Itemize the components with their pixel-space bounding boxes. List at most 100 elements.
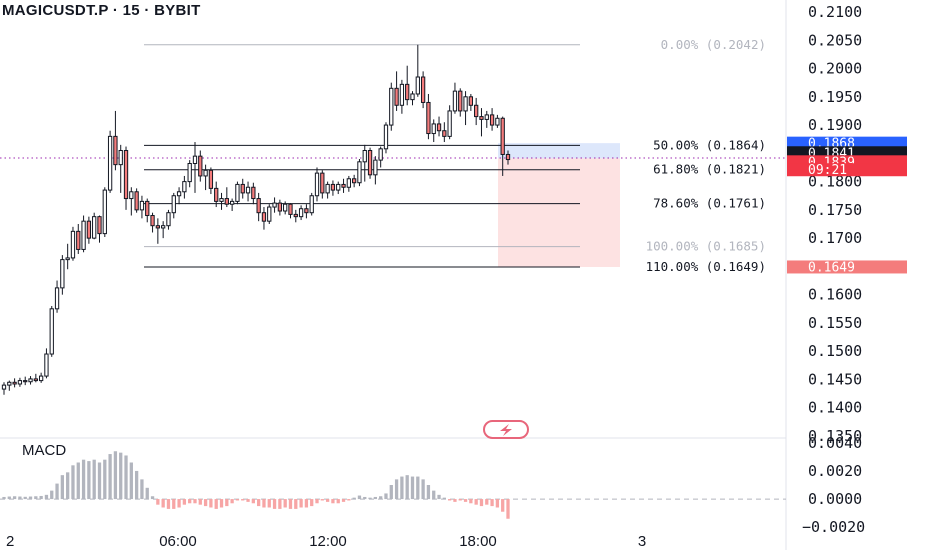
bearish-candle xyxy=(134,188,139,213)
macd-histogram-bar xyxy=(140,479,144,500)
price-tick-label: 0.1900 xyxy=(808,116,862,134)
macd-histogram-bar xyxy=(294,499,298,509)
candle-body xyxy=(171,195,176,214)
macd-histogram-bar xyxy=(421,479,425,500)
macd-tick-label: −0.0020 xyxy=(802,518,865,536)
bearish-candle xyxy=(261,207,267,230)
candle-body xyxy=(134,191,139,211)
candle-body xyxy=(394,87,399,106)
candle-body xyxy=(362,150,367,163)
candle-body xyxy=(81,220,86,250)
macd-histogram-bar xyxy=(474,499,478,505)
candle-body xyxy=(352,178,357,184)
bullish-candle xyxy=(219,192,224,210)
bearish-candle xyxy=(320,170,325,199)
bearish-candle xyxy=(97,215,102,243)
macd-histogram-bar xyxy=(379,496,383,500)
bullish-candle xyxy=(362,144,367,182)
candle-body xyxy=(92,216,97,239)
bearish-candle xyxy=(23,376,28,386)
time-tick-label: 12:00 xyxy=(309,533,347,550)
bearish-candle xyxy=(76,224,81,254)
candle-body xyxy=(288,203,293,215)
price-tick-label: 0.1450 xyxy=(808,370,862,388)
price-tick-label: 0.1350 xyxy=(808,427,862,445)
bullish-candle xyxy=(70,226,76,261)
bullish-candle xyxy=(1,382,7,395)
candle-body xyxy=(256,198,261,214)
fib-label: 78.60% (0.1761) xyxy=(653,196,766,211)
macd-histogram-bar xyxy=(12,496,17,500)
time-tick-label: 3 xyxy=(638,533,646,550)
bearish-candle xyxy=(256,192,261,222)
bearish-candle xyxy=(489,108,495,131)
candle-body xyxy=(336,183,341,191)
candle-body xyxy=(431,123,436,135)
bullish-candle xyxy=(447,105,452,140)
candle-body xyxy=(330,183,336,191)
bearish-candle xyxy=(367,147,373,179)
candle-body xyxy=(399,83,405,106)
macd-histogram-bar xyxy=(283,499,287,508)
macd-histogram-bar xyxy=(161,499,165,508)
macd-histogram-bar xyxy=(432,490,436,500)
macd-histogram-bar xyxy=(145,487,149,500)
macd-histogram-bar xyxy=(394,479,399,500)
candle-body xyxy=(182,181,187,193)
bullish-candle xyxy=(346,175,351,192)
macd-histogram-bar xyxy=(108,454,112,500)
chart-title: MAGICUSDT.P · 15 · BYBIT xyxy=(2,2,201,19)
bearish-candle xyxy=(198,150,203,182)
macd-histogram-bar xyxy=(257,499,261,507)
bullish-candle xyxy=(373,156,378,185)
macd-histogram-bar xyxy=(357,495,362,500)
price-tick-label: 0.1800 xyxy=(808,173,862,191)
bullish-candle xyxy=(49,305,54,357)
macd-histogram-bar xyxy=(272,499,277,509)
bearish-candle xyxy=(12,378,17,388)
macd-histogram-bar xyxy=(182,499,187,505)
candle-body xyxy=(277,202,283,212)
candle-body xyxy=(267,206,272,222)
macd-histogram-bar xyxy=(469,499,473,504)
macd-histogram-bar xyxy=(336,499,340,504)
macd-histogram-bar xyxy=(76,462,80,500)
candle-body xyxy=(113,135,118,166)
bullish-candle xyxy=(229,198,235,211)
bullish-candle xyxy=(495,114,500,128)
bullish-candle xyxy=(235,181,240,205)
bearish-candle xyxy=(155,218,160,244)
fib-label: 0.00% (0.2042) xyxy=(661,37,766,52)
macd-histogram-bar xyxy=(373,496,378,500)
candle-body xyxy=(383,124,389,150)
candle-body xyxy=(235,183,240,202)
macd-indicator-label[interactable]: MACD xyxy=(22,442,67,459)
macd-tick-label: 0.0000 xyxy=(808,490,862,508)
bearish-candle xyxy=(500,116,505,176)
bullish-candle xyxy=(283,201,288,215)
macd-histogram-bar xyxy=(490,499,494,507)
candle-body xyxy=(500,117,505,155)
bearish-candle xyxy=(86,216,92,244)
macd-tick-label: 0.0020 xyxy=(808,462,862,480)
macd-histogram-bar xyxy=(198,499,202,505)
candle-body xyxy=(341,183,346,188)
bearish-candle xyxy=(352,174,357,188)
candle-body xyxy=(28,378,33,383)
macd-histogram-bar xyxy=(129,462,133,500)
fib-label: 61.80% (0.1821) xyxy=(653,162,766,177)
bullish-candle xyxy=(389,82,394,131)
candle-body xyxy=(484,114,489,120)
bearish-candle xyxy=(145,198,150,223)
macd-histogram-bar xyxy=(463,499,468,502)
price-tick-label: 0.1700 xyxy=(808,229,862,247)
bullish-candle xyxy=(28,376,33,385)
candle-body xyxy=(123,150,129,200)
bearish-candle xyxy=(240,178,245,199)
price-tick-label: 0.1500 xyxy=(808,342,862,360)
candle-body xyxy=(70,230,76,259)
price-tick-label: 0.1400 xyxy=(808,399,862,417)
macd-histogram-bar xyxy=(267,499,271,508)
macd-histogram-bar xyxy=(97,462,102,500)
